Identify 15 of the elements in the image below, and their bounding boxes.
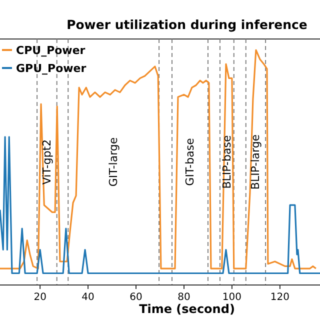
x-tick-label: 40 bbox=[82, 292, 94, 303]
x-axis-title: Time (second) bbox=[139, 302, 235, 316]
annotation: BLIP-base bbox=[220, 135, 234, 189]
chart-title: Power utilization during inference bbox=[66, 17, 308, 32]
x-tick-label: 100 bbox=[222, 292, 242, 303]
annotation: BLIP-large bbox=[249, 134, 262, 190]
annotation: GIT-large bbox=[107, 137, 120, 187]
x-tick-label: 60 bbox=[130, 292, 142, 303]
annotation: GIT-base bbox=[183, 138, 196, 186]
x-tick-label: 20 bbox=[34, 292, 46, 303]
x-tick-label: 120 bbox=[270, 292, 290, 303]
x-tick-label: 80 bbox=[178, 292, 190, 303]
annotation: ViT-gpt2 bbox=[40, 139, 54, 185]
legend-label: CPU_Power bbox=[16, 44, 86, 57]
legend-label: GPU_Power bbox=[16, 62, 87, 75]
